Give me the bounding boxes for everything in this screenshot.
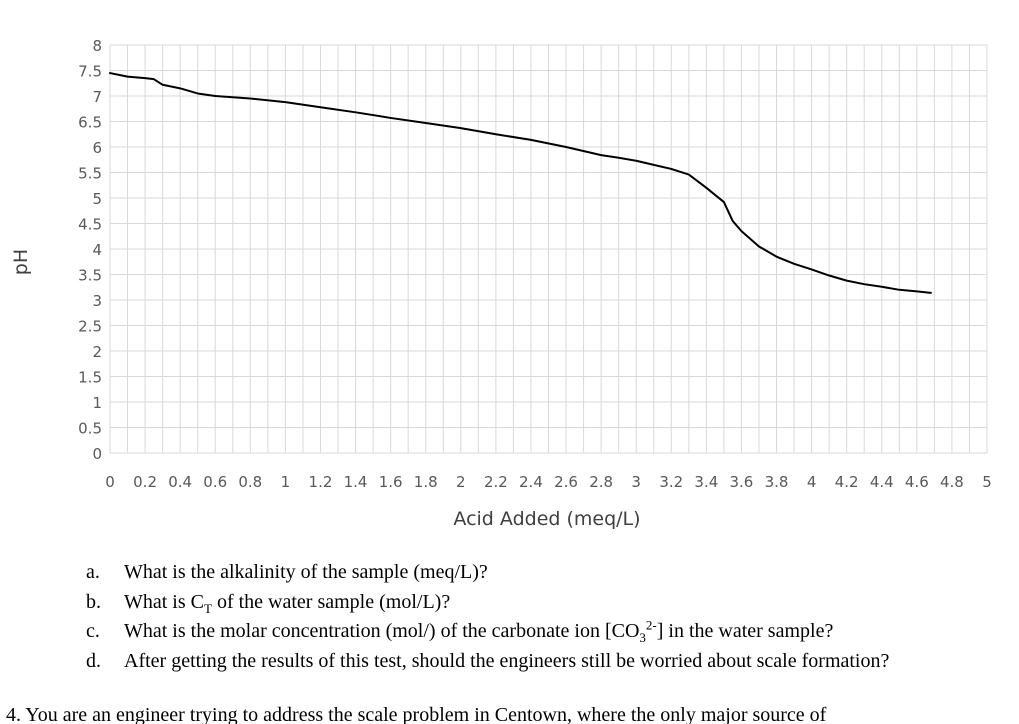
y-tick-label: 4 <box>92 241 102 259</box>
x-tick-label: 3.6 <box>730 473 754 491</box>
next-question-cutoff: 4. You are an engineer trying to address… <box>0 700 1019 724</box>
y-tick-label: 5 <box>92 190 102 208</box>
y-tick-labels: 0 0.5 1 1.5 2 2.5 3 3.5 4 4.5 5 5.5 6 6.5 7 7.5 8 <box>78 37 102 463</box>
y-tick-label: 1 <box>92 394 102 412</box>
x-tick-label: 1.6 <box>379 473 403 491</box>
question-c-text-end: ] in the water sample? <box>656 620 834 642</box>
y-tick-label: 0.5 <box>78 420 102 438</box>
x-tick-label: 4.8 <box>940 473 964 491</box>
question-c-superscript: 2- <box>645 617 657 633</box>
x-tick-label: 5 <box>982 473 992 491</box>
x-tick-label: 3.8 <box>765 473 789 491</box>
x-tick-label: 2 <box>456 473 466 491</box>
y-axis-title: pH <box>10 249 32 275</box>
x-tick-label: 2.4 <box>519 473 543 491</box>
x-axis-title: Acid Added (meq/L) <box>453 508 640 530</box>
question-b-text-start: What is C <box>124 590 204 613</box>
y-tick-label: 3.5 <box>78 267 102 285</box>
question-c-subscript: 3 <box>639 630 646 645</box>
question-c-letter: c. <box>86 620 100 642</box>
x-tick-label: 0.4 <box>168 473 192 491</box>
question-a: a. What is the alkalinity of the sample … <box>86 558 986 588</box>
y-tick-label: 6.5 <box>78 114 102 132</box>
question-a-text: What is the alkalinity of the sample (me… <box>124 561 488 583</box>
x-tick-label: 0.8 <box>238 473 262 491</box>
question-b-text-end: of the water sample (mol/L)? <box>211 590 451 613</box>
question-b: b. What is CT of the water sample (mol/L… <box>86 588 986 618</box>
question-c: c. What is the molar concentration (mol/… <box>86 617 986 647</box>
y-tick-label: 7.5 <box>78 63 102 81</box>
y-tick-label: 3 <box>92 292 102 310</box>
x-tick-label: 1.4 <box>344 473 368 491</box>
y-tick-label: 5.5 <box>78 165 102 183</box>
question-d-letter: d. <box>86 649 101 672</box>
next-question-text: 4. You are an engineer trying to address… <box>6 704 827 724</box>
question-a-letter: a. <box>86 561 100 583</box>
question-list: a. What is the alkalinity of the sample … <box>86 558 986 676</box>
y-tick-label: 1.5 <box>78 369 102 387</box>
question-b-letter: b. <box>86 590 101 613</box>
y-tick-label: 0 <box>92 445 102 463</box>
y-tick-label: 2.5 <box>78 318 102 336</box>
x-tick-label: 4.4 <box>870 473 894 491</box>
x-tick-label: 2.8 <box>589 473 613 491</box>
x-tick-label: 0.2 <box>133 473 157 491</box>
x-tick-label: 1.2 <box>309 473 333 491</box>
y-tick-label: 6 <box>92 139 102 157</box>
y-tick-label: 2 <box>92 343 102 361</box>
x-tick-label: 0 <box>105 473 115 491</box>
question-c-text-start: What is the molar concentration (mol/) o… <box>124 620 640 642</box>
question-b-subscript: T <box>204 600 212 616</box>
x-tick-label: 1.8 <box>414 473 438 491</box>
question-d: d. After getting the results of this tes… <box>86 647 986 677</box>
x-tick-label: 4 <box>807 473 817 491</box>
x-tick-label: 1 <box>281 473 291 491</box>
x-tick-label: 2.2 <box>484 473 508 491</box>
x-tick-label: 2.6 <box>554 473 578 491</box>
series-layer <box>109 72 932 294</box>
titration-chart: 0 0.2 0.4 0.6 0.8 1 1.2 1.4 1.6 1.8 2 2.2 2.4 2.6 2.8 3… <box>10 37 992 530</box>
x-tick-label: 3.4 <box>694 473 718 491</box>
x-tick-label: 4.6 <box>905 473 929 491</box>
y-tick-label: 8 <box>92 37 102 55</box>
question-d-text: After getting the results of this test, … <box>124 649 890 672</box>
question-c-text: What is the molar concentration (mol/) o… <box>124 617 986 647</box>
y-tick-label: 7 <box>92 88 102 106</box>
y-tick-label: 4.5 <box>78 216 102 234</box>
series-line <box>109 72 932 294</box>
x-tick-label: 4.2 <box>835 473 859 491</box>
question-b-text: What is CT of the water sample (mol/L)? <box>124 588 986 618</box>
horizontal-gridlines <box>110 44 987 454</box>
x-tick-label: 3 <box>631 473 641 491</box>
x-tick-label: 3.2 <box>659 473 683 491</box>
x-tick-label: 0.6 <box>203 473 227 491</box>
x-tick-labels: 0 0.2 0.4 0.6 0.8 1 1.2 1.4 1.6 1.8 2 2.2 2.4 2.6 2.8 3… <box>105 473 992 491</box>
